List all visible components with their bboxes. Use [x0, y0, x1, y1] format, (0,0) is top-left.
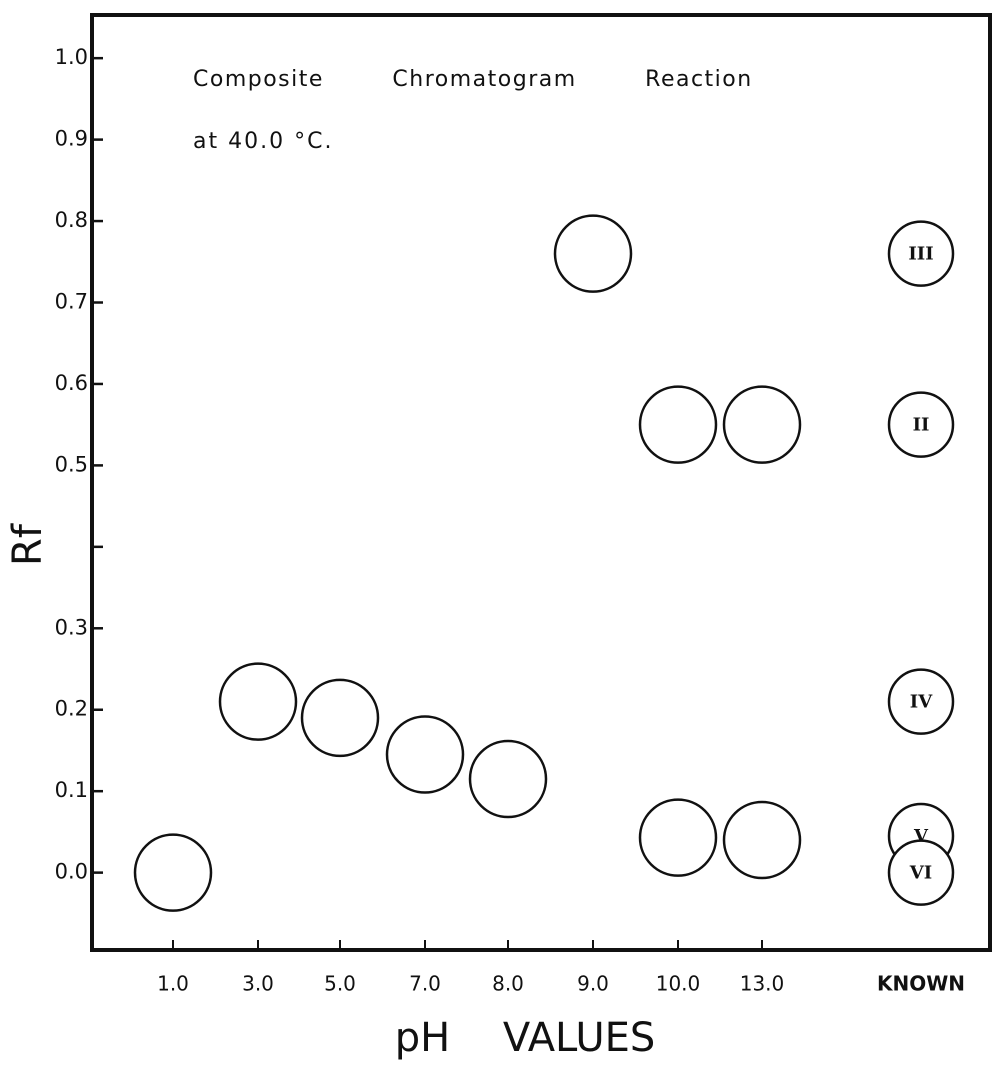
- spot: [133, 833, 213, 912]
- y-tick-label: 0.7: [55, 290, 88, 314]
- x-tick-label: KNOWN: [877, 972, 965, 996]
- known-label: IV: [910, 692, 933, 713]
- known-label: II: [913, 415, 930, 436]
- spot: [468, 739, 548, 819]
- y-tick-label: 0.2: [55, 697, 88, 721]
- y-tick-label: 0.1: [55, 778, 88, 802]
- spot: [887, 220, 955, 287]
- y-tick-label: 0.8: [55, 208, 88, 232]
- x-tick-label: 8.0: [492, 972, 524, 996]
- plot-frame: [90, 13, 992, 952]
- x-axis-label: pH VALUES: [395, 1015, 656, 1061]
- spot: [638, 798, 718, 877]
- spot: [722, 800, 802, 880]
- y-tick-label: 0.0: [55, 860, 88, 884]
- known-label: VI: [909, 863, 932, 884]
- spot: [887, 391, 955, 458]
- x-tick-label: 9.0: [577, 972, 609, 996]
- x-tick-label: 1.0: [157, 972, 189, 996]
- spot: [887, 839, 955, 906]
- spot: [638, 385, 718, 464]
- y-tick-label: 0.6: [55, 371, 88, 395]
- x-tick-label: 7.0: [409, 972, 441, 996]
- y-axis-label: Rf: [5, 523, 51, 566]
- x-tick-label: 3.0: [242, 972, 274, 996]
- spot: [553, 214, 633, 293]
- x-tick-label: 13.0: [740, 972, 785, 996]
- known-label: III: [908, 244, 933, 265]
- y-tick-label: 0.3: [55, 615, 88, 639]
- x-tick-label: 10.0: [656, 972, 701, 996]
- y-tick-label: 1.0: [55, 45, 88, 69]
- chart-title: Composite Chromatogram Reaction: [193, 67, 753, 92]
- spot: [887, 668, 955, 735]
- spot: [218, 662, 298, 741]
- x-tick-label: 5.0: [324, 972, 356, 996]
- spot: [722, 385, 802, 464]
- spot: [385, 715, 465, 794]
- spot: [300, 678, 380, 758]
- y-tick-label: 0.9: [55, 127, 88, 151]
- y-tick-label: 0.5: [55, 452, 88, 476]
- chart-subtitle: at 40.0 °C.: [193, 129, 333, 154]
